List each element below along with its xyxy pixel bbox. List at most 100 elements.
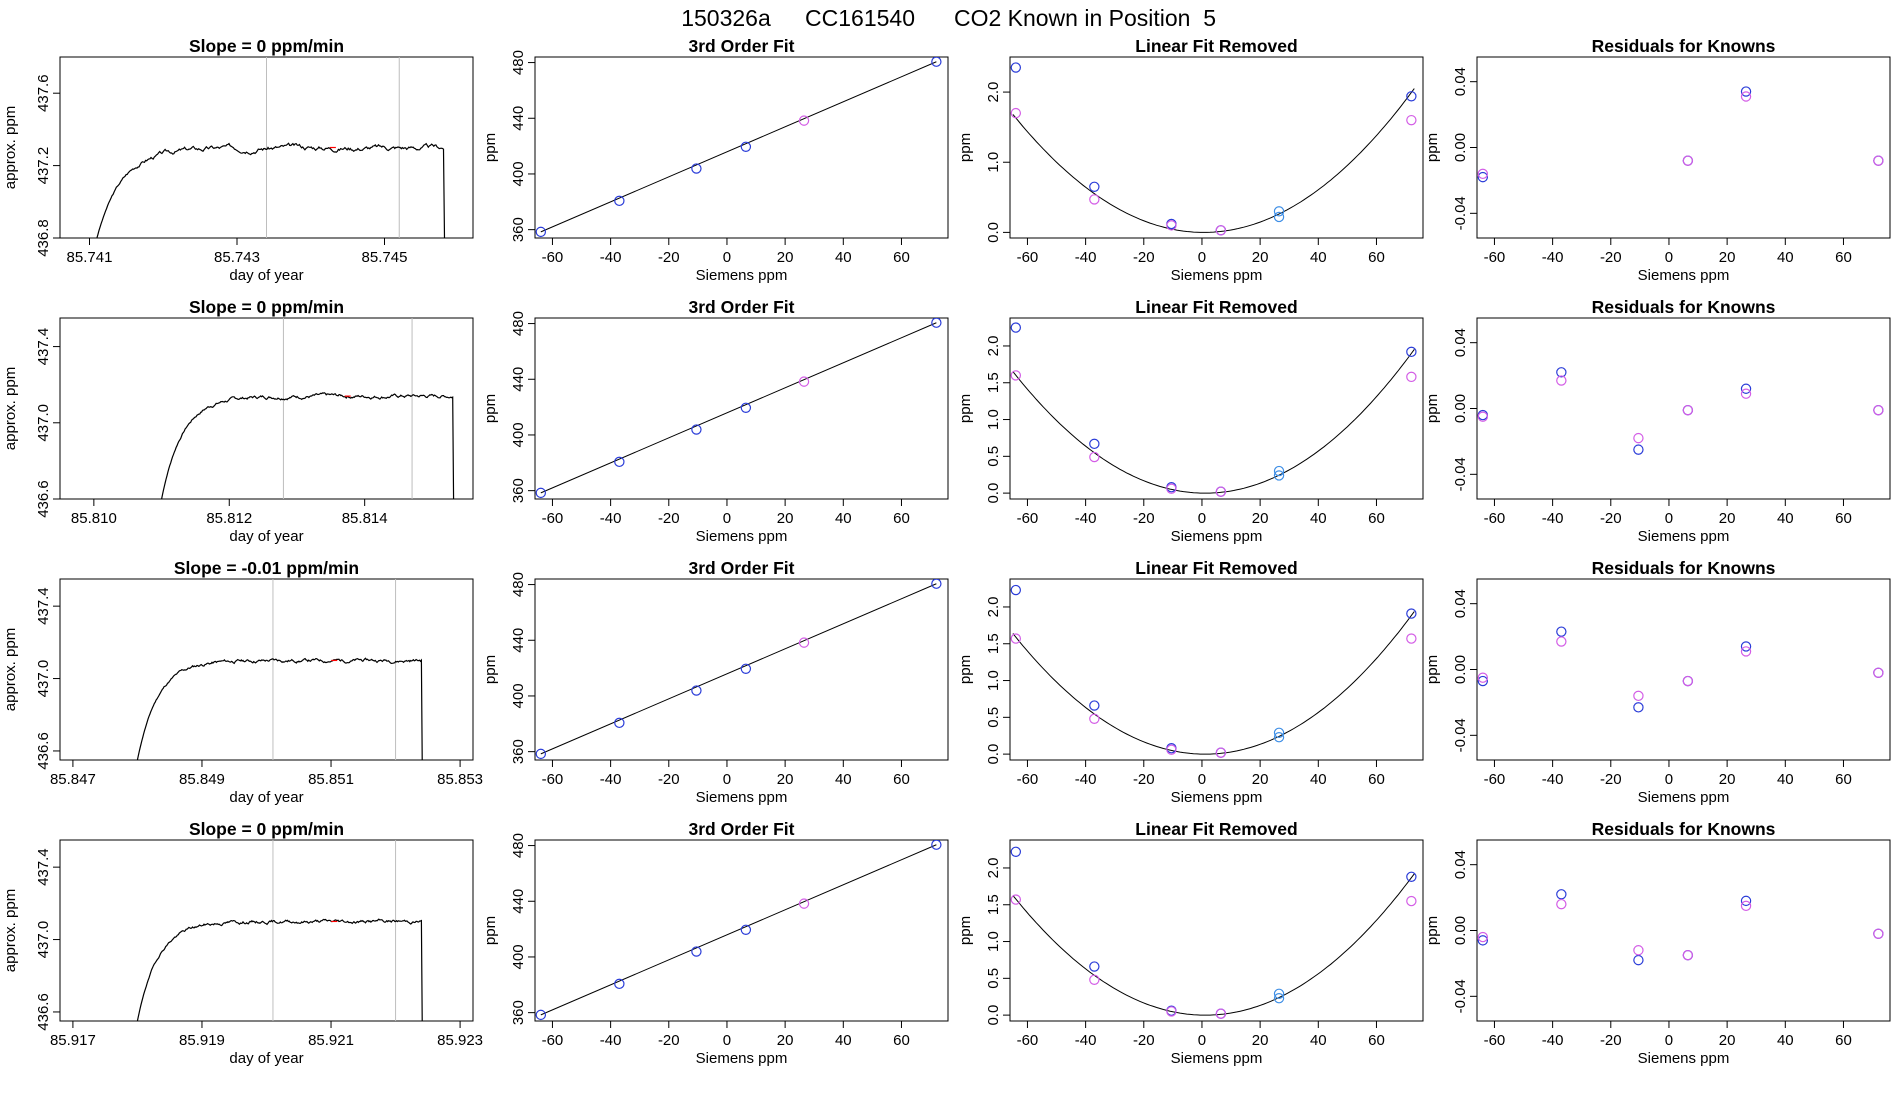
x-tick-label: 60 [1368, 510, 1385, 527]
plot-frame [534, 578, 949, 761]
data-point-magenta [1089, 974, 1100, 985]
y-axis-label: approx. ppm [2, 889, 19, 972]
y-tick-label: 437.6 [35, 74, 52, 112]
chart-title: Slope = 0 ppm/min [189, 297, 344, 317]
data-point-magenta [1406, 633, 1417, 644]
x-tick-label: -20 [658, 771, 680, 788]
x-tick-label: 40 [835, 771, 852, 788]
data-point-magenta [1740, 388, 1752, 399]
y-axis-label: ppm [482, 916, 499, 945]
plot-area [136, 579, 423, 760]
data-point-magenta [1215, 486, 1227, 497]
plot-frame [1009, 578, 1424, 761]
x-axis-label: Siemens ppm [1171, 528, 1263, 545]
x-tick-label: 60 [1835, 510, 1852, 527]
x-tick-label: 60 [893, 1032, 910, 1049]
x-axis-label: Siemens ppm [1171, 1050, 1263, 1067]
x-axis-label: Siemens ppm [1638, 1050, 1730, 1067]
data-point-magenta [1477, 672, 1489, 683]
chart-panel-r3-fit: 3rd Order Fit -60 -40 -20 0 20 40 60 360 400 440 48… [482, 558, 949, 806]
y-tick-label: 437.0 [35, 404, 52, 442]
x-tick-label: -40 [600, 249, 622, 266]
data-point-magenta [1556, 898, 1567, 910]
data-point-magenta [1682, 949, 1694, 961]
fit-curve [1012, 88, 1415, 233]
chart-title: 3rd Order Fit [689, 36, 795, 56]
x-tick-label: -20 [1133, 771, 1155, 788]
x-tick-label: -60 [1017, 771, 1039, 788]
x-tick-label: -20 [658, 1032, 680, 1049]
y-tick-label: 0.0 [985, 222, 1002, 243]
fit-curve [1012, 873, 1415, 1016]
y-tick-label: -0.04 [1452, 718, 1469, 752]
fit-line [540, 844, 937, 1016]
y-tick-label: 480 [510, 572, 527, 597]
y-tick-label: 437.0 [35, 921, 52, 959]
x-tick-label: -40 [1542, 1032, 1564, 1049]
data-point-blue [614, 717, 625, 729]
figure-header: 150326a CC161540 CO2 Known in Position 5 [681, 5, 1216, 31]
x-tick-label: 60 [893, 771, 910, 788]
chart-panel-r4-trace: Slope = 0 ppm/min 85.917 85.919 85.921 85.92… [2, 819, 483, 1067]
data-point-magenta [798, 376, 810, 387]
fit-curve [1012, 349, 1415, 494]
x-tick-label: 60 [893, 249, 910, 266]
data-point-blue [1010, 846, 1022, 857]
x-tick-label: -40 [1075, 510, 1097, 527]
panel-grid: Slope = 0 ppm/min 85.741 85.743 85.745 436.8… [2, 36, 1891, 1067]
y-tick-label: 360 [510, 478, 527, 503]
x-axis-label: Siemens ppm [1638, 528, 1730, 545]
data-point-magenta [1873, 928, 1884, 939]
x-tick-label: -20 [1600, 1032, 1622, 1049]
chart-panel-r4-lin: Linear Fit Removed -60 -40 -20 0 20 40 60 0.0 0.5… [957, 819, 1424, 1067]
chart-panel-r2-fit: 3rd Order Fit -60 -40 -20 0 20 40 60 360 400 440 48… [482, 297, 949, 545]
data-point-light_blue [1273, 992, 1285, 1004]
y-tick-label: 2.0 [985, 597, 1002, 618]
plot-frame [534, 317, 949, 500]
data-point-blue [1556, 626, 1567, 637]
data-point-magenta [1740, 646, 1752, 657]
x-axis-label: Siemens ppm [1638, 267, 1730, 284]
x-tick-label: 20 [1719, 771, 1736, 788]
y-axis-label: approx. ppm [2, 106, 19, 189]
data-point-blue [1089, 438, 1100, 450]
data-point-blue [1740, 895, 1752, 907]
plot-area [161, 318, 455, 499]
data-point-blue [1556, 889, 1567, 900]
data-point-blue [1406, 346, 1417, 358]
data-point-magenta [1406, 895, 1417, 907]
plot-area [1010, 322, 1417, 497]
x-axis-label: Siemens ppm [696, 789, 788, 806]
data-point-magenta [1477, 168, 1489, 180]
x-tick-label: -60 [542, 771, 564, 788]
y-tick-label: 0.00 [1452, 916, 1469, 945]
y-tick-label: 437.4 [35, 328, 52, 366]
x-tick-label: 20 [1719, 249, 1736, 266]
x-tick-label: 0 [1665, 249, 1673, 266]
data-point-magenta [1633, 690, 1644, 702]
data-point-magenta [1215, 1008, 1227, 1019]
data-point-blue [931, 318, 942, 328]
y-tick-label: 0.00 [1452, 394, 1469, 423]
data-point-magenta [1873, 404, 1884, 416]
data-point-blue [1010, 62, 1022, 73]
x-tick-label: -20 [1600, 510, 1622, 527]
plot-frame [1009, 317, 1424, 500]
data-point-blue [1010, 322, 1022, 333]
x-tick-label: -40 [1542, 510, 1564, 527]
x-tick-label: -20 [1600, 771, 1622, 788]
data-point-magenta [1682, 404, 1694, 416]
y-tick-label: 436.6 [35, 993, 52, 1031]
x-tick-label: -40 [1075, 771, 1097, 788]
data-point-magenta [798, 115, 810, 126]
x-tick-label: 40 [835, 249, 852, 266]
chart-title: Slope = -0.01 ppm/min [174, 558, 359, 578]
y-tick-label: 436.6 [35, 732, 52, 770]
data-point-magenta [1010, 107, 1022, 119]
y-tick-label: 0.5 [985, 968, 1002, 989]
data-point-blue [535, 226, 547, 238]
data-point-blue [1089, 961, 1100, 972]
data-point-blue [1633, 954, 1644, 966]
y-axis-label: ppm [957, 655, 974, 684]
